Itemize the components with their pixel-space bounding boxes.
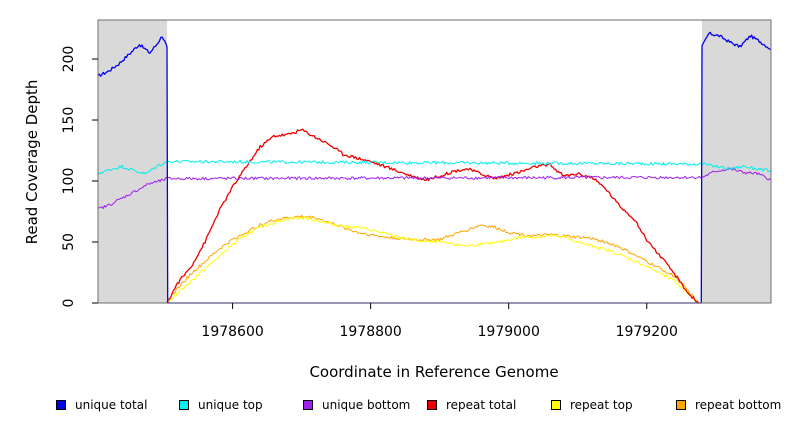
legend-item-unique-bottom: unique bottom [303,398,410,412]
y-tick-label: 0 [61,299,77,308]
legend-swatch [179,400,189,410]
x-axis-title: Coordinate in Reference Genome [309,363,558,381]
x-tick-label: 1979000 [478,324,540,340]
legend-label: repeat total [446,398,517,412]
series-line-repeat-bottom [166,214,771,304]
legend-label: repeat bottom [695,398,782,412]
shaded-region [701,20,771,303]
legend-swatch [551,400,561,410]
y-tick-label: 100 [61,168,77,195]
legend-label: unique total [75,398,148,412]
x-tick-label: 1978600 [201,324,263,340]
legend-item-unique-total: unique total [56,398,147,412]
legend-swatch [427,400,437,410]
series-line-repeat-total [166,128,699,304]
y-tick-label: 200 [61,46,77,73]
series-lines [97,31,772,304]
legend-item-repeat-top: repeat top [551,398,633,412]
y-tick-label: 50 [61,233,77,251]
x-tick-label: 1979200 [616,324,678,340]
legend-label: unique top [198,398,263,412]
legend-swatch [676,400,686,410]
series-line-unique-bottom [97,167,772,210]
legend-item-repeat-total: repeat total [427,398,516,412]
coverage-chart: 1978600 1978800 1979000 1979200 0 50 100 150 200… [23,19,772,381]
legend-item-repeat-bottom: repeat bottom [676,398,781,412]
y-tick-label: 150 [61,107,77,134]
legend-label: unique bottom [322,398,411,412]
legend-label: repeat top [570,398,633,412]
shaded-region [98,20,168,303]
series-line-repeat-top [166,216,699,304]
legend: unique total unique top unique bottom re… [0,398,792,420]
legend-item-unique-top: unique top [179,398,263,412]
y-axis-title: Read Coverage Depth [23,80,41,245]
shaded-regions [98,20,771,303]
legend-swatch [56,400,66,410]
legend-swatch [303,400,313,410]
series-line-unique-top [97,159,772,175]
axes: 1978600 1978800 1979000 1979200 0 50 100 150 200 [61,46,678,340]
plot-frame [97,19,772,304]
series-line-unique-total [97,31,772,304]
x-tick-label: 1978800 [339,324,401,340]
